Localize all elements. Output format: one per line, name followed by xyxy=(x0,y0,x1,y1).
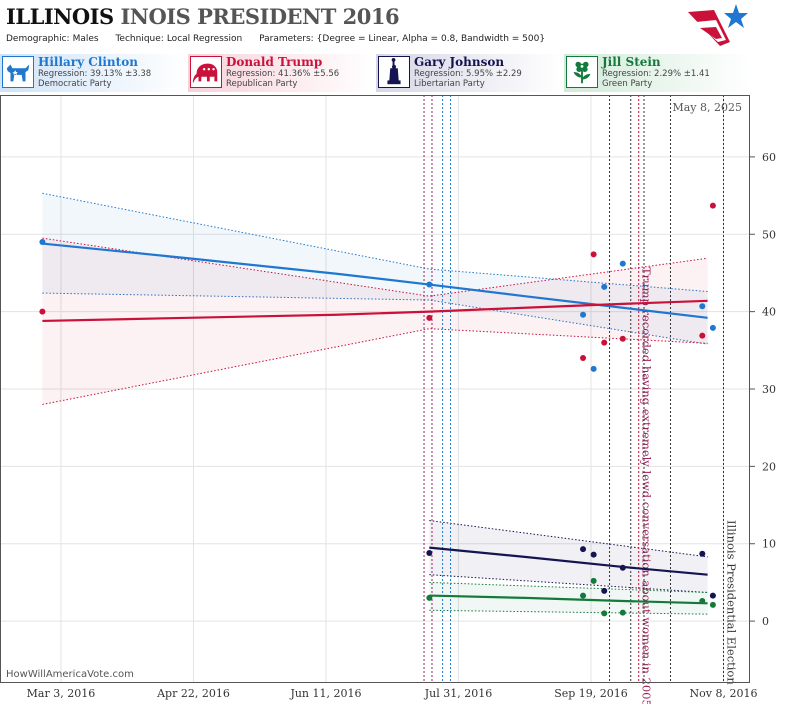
candidate-regression: Regression: 39.13% ±3.38 xyxy=(38,69,152,79)
poll-point xyxy=(39,239,46,245)
candidate-card-johnson[interactable]: Gary Johnson Regression: 5.95% ±2.29 Lib… xyxy=(376,54,562,92)
poll-chart: Trump recorded having extremely lewd con… xyxy=(0,95,776,704)
candidate-party: Republican Party xyxy=(226,79,298,89)
poll-point xyxy=(590,251,597,258)
parameters-label: Parameters: xyxy=(259,34,314,44)
y-tick-label: 10 xyxy=(762,538,776,551)
poll-point xyxy=(590,365,597,372)
candidate-card-clinton[interactable]: Hillary Clinton Regression: 39.13% ±3.38… xyxy=(0,54,186,92)
y-tick-label: 30 xyxy=(762,383,776,396)
title-rest: INOIS PRESIDENT 2016 xyxy=(120,4,400,29)
x-tick-label: Jul 31, 2016 xyxy=(424,687,493,700)
poll-point xyxy=(590,551,597,558)
demographic-label: Demographic: xyxy=(6,34,70,44)
poll-point xyxy=(699,332,706,339)
poll-point xyxy=(39,308,46,315)
poll-point xyxy=(426,281,433,288)
candidate-regression: Regression: 5.95% ±2.29 xyxy=(414,69,522,79)
band-upper xyxy=(429,581,708,593)
parameters-value: {Degree = Linear, Alpha = 0.8, Bandwidth… xyxy=(316,34,546,44)
x-tick-label: Nov 8, 2016 xyxy=(690,687,758,700)
candidate-card-trump[interactable]: Donald Trump Regression: 41.36% ±5.56 Re… xyxy=(188,54,374,92)
liberty-statue-icon xyxy=(378,56,410,88)
x-tick-label: Jun 11, 2016 xyxy=(289,687,361,700)
donkey-icon xyxy=(2,56,34,88)
star-logo-icon xyxy=(688,4,748,46)
x-tick-label: Apr 22, 2016 xyxy=(156,687,230,700)
poll-point xyxy=(709,592,716,599)
elephant-icon xyxy=(190,56,222,88)
axes: 0 10 20 30 40 50 60 Mar 3, 2016 Apr 22, 2016 Jun … xyxy=(27,151,776,700)
flower-icon xyxy=(566,56,598,88)
poll-point xyxy=(699,550,706,557)
y-tick-label: 50 xyxy=(762,228,776,241)
band-lower xyxy=(42,292,708,345)
confidence-bands xyxy=(42,192,708,615)
poll-point xyxy=(619,564,626,571)
x-tick-label: Mar 3, 2016 xyxy=(27,687,96,700)
poll-point xyxy=(426,550,433,557)
candidate-party: Democratic Party xyxy=(38,79,112,89)
band-lower xyxy=(429,574,708,593)
band-lower xyxy=(429,609,708,615)
event-label: Illinois Presidential Election xyxy=(724,520,738,685)
x-tick-label: Sep 19, 2016 xyxy=(554,687,628,700)
y-tick-label: 40 xyxy=(762,306,776,319)
event-label: Trump recorded having extremely lewd con… xyxy=(640,267,654,704)
y-tick-label: 60 xyxy=(762,151,776,164)
band-upper xyxy=(429,520,708,558)
title-state: ILLINOIS xyxy=(6,4,114,29)
candidate-regression: Regression: 2.29% ±1.41 xyxy=(602,69,710,79)
poll-point xyxy=(619,609,626,616)
plot-frame xyxy=(0,95,750,683)
poll-point xyxy=(590,577,597,584)
poll-point xyxy=(619,335,626,342)
confidence-band xyxy=(42,238,708,405)
poll-point xyxy=(580,311,587,318)
technique-value: Local Regression xyxy=(166,34,243,44)
event-lines: Trump recorded having extremely lewd con… xyxy=(423,95,738,704)
poll-point xyxy=(699,303,706,310)
demographic-value: Males xyxy=(72,34,99,44)
regression-line xyxy=(429,594,708,605)
poll-points xyxy=(39,202,716,617)
header: ILLINOIS INOIS PRESIDENT 2016 Demographi… xyxy=(0,0,789,95)
candidate-card-stein[interactable]: Jill Stein Regression: 2.29% ±1.41 Green… xyxy=(564,54,750,92)
candidate-party: Green Party xyxy=(602,79,653,89)
poll-point xyxy=(601,610,608,617)
confidence-band xyxy=(429,520,708,593)
watermark: HowWillAmericaVote.com xyxy=(6,669,134,680)
candidate-name: Jill Stein xyxy=(602,55,661,69)
poll-point xyxy=(619,260,626,267)
poll-point xyxy=(709,601,716,608)
poll-point xyxy=(580,546,587,553)
poll-point xyxy=(426,594,433,601)
poll-point xyxy=(426,314,433,321)
candidate-name: Donald Trump xyxy=(226,55,323,69)
y-tick-label: 0 xyxy=(762,615,769,628)
date-label: May 8, 2025 xyxy=(672,101,742,114)
candidate-party: Libertarian Party xyxy=(414,79,485,89)
regression-line xyxy=(42,299,708,323)
technique-label: Technique: xyxy=(115,34,164,44)
poll-point xyxy=(709,324,716,331)
poll-point xyxy=(601,339,608,346)
poll-point xyxy=(580,355,587,362)
grid xyxy=(0,95,750,683)
poll-point xyxy=(580,592,587,599)
candidate-name: Gary Johnson xyxy=(414,55,505,69)
poll-point xyxy=(601,283,608,290)
poll-point xyxy=(709,202,716,209)
page-title: ILLINOIS INOIS PRESIDENT 2016 xyxy=(6,4,400,29)
poll-point xyxy=(601,587,608,594)
regression-line xyxy=(429,546,708,576)
candidate-name: Hillary Clinton xyxy=(38,55,138,69)
candidate-regression: Regression: 41.36% ±5.56 xyxy=(226,69,340,79)
y-tick-label: 20 xyxy=(762,460,776,473)
poll-point xyxy=(699,597,706,604)
parameters-line: Demographic: Males Technique: Local Regres… xyxy=(6,34,559,44)
